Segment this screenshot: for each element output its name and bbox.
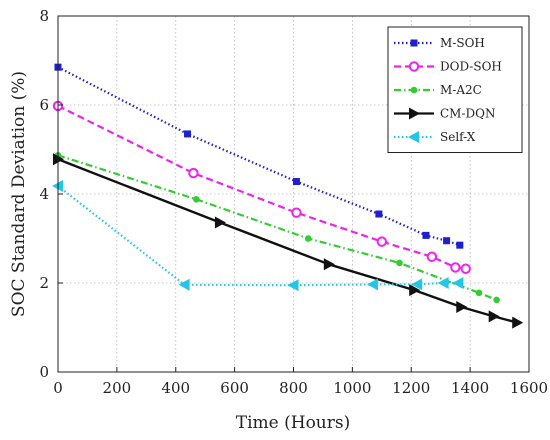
x-tick-label: 1400 [451, 379, 489, 397]
x-tick-label: 400 [161, 379, 190, 397]
data-point [323, 258, 335, 271]
data-point [411, 278, 423, 291]
x-tick-label: 1000 [333, 379, 371, 397]
data-point [214, 216, 226, 229]
legend-label: CM-DQN [440, 107, 495, 121]
data-point [426, 251, 438, 262]
y-tick-label: 0 [39, 363, 49, 381]
y-tick-label: 4 [39, 185, 49, 203]
series-self-x [52, 179, 464, 292]
data-point [512, 316, 524, 329]
x-tick-label: 200 [103, 379, 132, 397]
legend-item: CM-DQN [394, 107, 495, 121]
x-tick-labels: 0 200 400 600 800 1000 1200 1400 1600 [53, 367, 548, 397]
legend: M-SOH DOD-SOH M-A2C CM-DQN Self-X [387, 26, 523, 153]
data-point [375, 210, 383, 218]
y-tick-label: 2 [39, 274, 49, 292]
legend-label: M-SOH [440, 36, 485, 50]
data-point [184, 130, 192, 138]
legend-marker [408, 61, 420, 72]
data-point [304, 235, 312, 242]
data-point [450, 262, 461, 273]
legend-marker [408, 131, 419, 143]
data-point [188, 167, 199, 179]
series-dod-soh [52, 100, 471, 274]
data-point [292, 178, 300, 186]
legend-label: Self-X [440, 130, 476, 144]
legend-item: M-SOH [394, 36, 485, 50]
data-point [443, 237, 451, 245]
legend-marker [410, 39, 418, 47]
data-point [366, 278, 378, 291]
y-axis-title: SOC Standard Deviation (%) [9, 71, 29, 317]
series-m-a2c [54, 151, 500, 304]
data-point [475, 289, 483, 297]
data-point [409, 284, 421, 297]
x-axis-title: Time (Hours) [236, 413, 350, 433]
legend-marker [410, 86, 418, 94]
data-point [376, 236, 388, 247]
data-point [178, 278, 190, 291]
y-tick-labels: 0 2 4 6 8 [39, 7, 63, 381]
data-point [287, 279, 299, 292]
legend-item: Self-X [394, 130, 476, 144]
data-point [437, 277, 449, 289]
x-tick-label: 800 [279, 379, 308, 397]
series-line [57, 185, 459, 287]
legend-item: M-A2C [394, 83, 482, 97]
x-tick-label: 600 [220, 379, 249, 397]
data-point [396, 259, 403, 267]
legend-label: M-A2C [440, 83, 482, 97]
data-point [193, 196, 200, 203]
data-point [460, 263, 471, 274]
x-tick-label: 0 [53, 379, 63, 397]
data-point [488, 310, 500, 323]
legend-label: DOD-SOH [440, 60, 502, 74]
legend-marker [409, 107, 420, 120]
x-tick-label: 1200 [392, 379, 430, 397]
data-point [493, 296, 500, 304]
series-line [57, 154, 498, 301]
y-tick-label: 6 [39, 96, 49, 114]
legend-item: DOD-SOH [394, 60, 502, 74]
data-point [456, 301, 468, 314]
data-point [291, 207, 302, 218]
x-tick-label: 1600 [510, 379, 548, 397]
y-tick-label: 8 [39, 7, 49, 25]
series-cm-dqn [53, 153, 524, 329]
data-point [452, 277, 464, 289]
series-layer [52, 63, 524, 329]
data-point [422, 231, 430, 239]
data-point [456, 241, 464, 249]
